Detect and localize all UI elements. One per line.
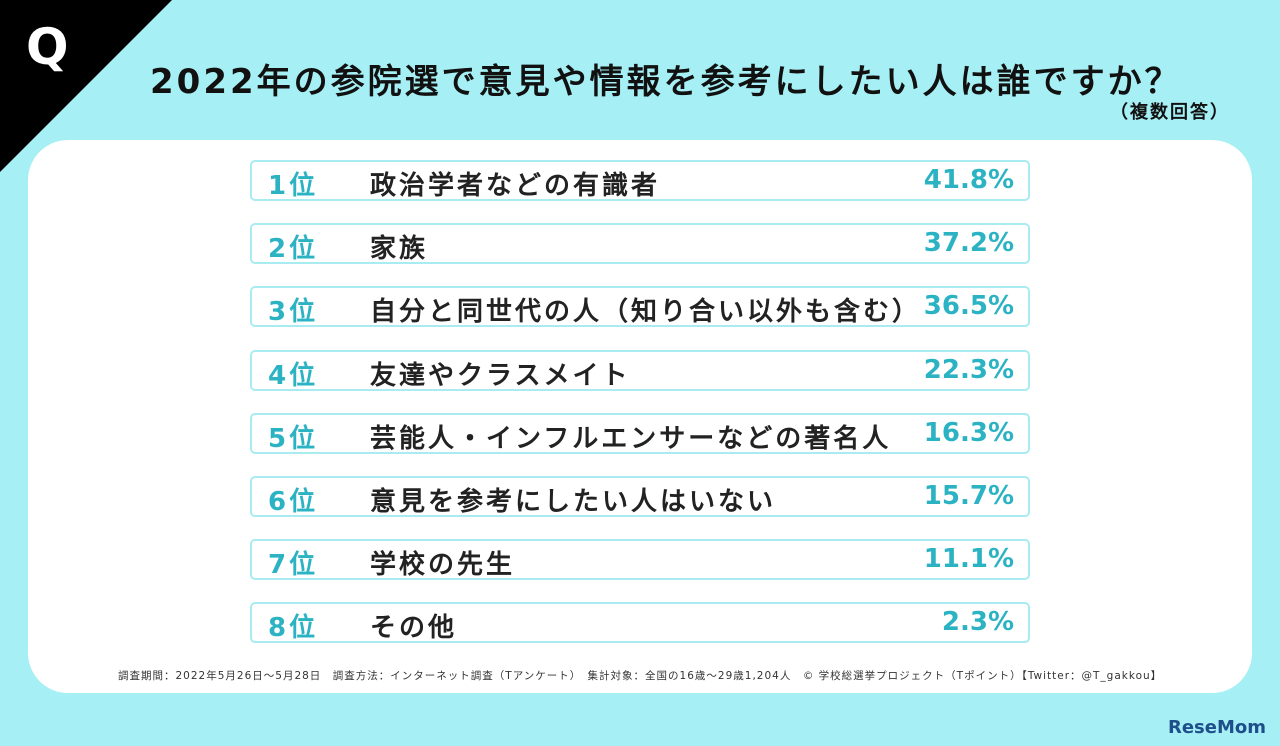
rank-label: 8位 [268, 613, 319, 644]
answer-label: 意見を参考にしたい人はいない [370, 486, 777, 517]
ranking-row-1: 1位 政治学者などの有識者 41.8% [250, 160, 1030, 201]
ranking-list: 1位 政治学者などの有識者 41.8% 2位 家族 37.2% 3位 自分と同世… [250, 160, 1030, 666]
answer-label: 友達やクラスメイト [370, 360, 631, 391]
ranking-row-4: 4位 友達やクラスメイト 22.3% [250, 349, 1030, 391]
ranking-row-6: 6位 意見を参考にしたい人はいない 15.7% [250, 475, 1030, 517]
rank-label: 7位 [268, 550, 319, 581]
page-title: 2022年の参院選で意見や情報を参考にしたい人は誰ですか？ [150, 62, 1182, 102]
percent-value: 15.7% [923, 480, 1014, 511]
rank-label: 4位 [268, 360, 319, 391]
rank-label: 1位 [268, 171, 319, 201]
answer-label: その他 [370, 613, 458, 644]
percent-value: 16.3% [923, 417, 1014, 448]
rank-label: 5位 [268, 423, 319, 454]
rank-label: 3位 [268, 297, 319, 328]
percent-value: 37.2% [923, 228, 1014, 259]
percent-value: 11.1% [923, 544, 1014, 575]
rank-label: 2位 [268, 234, 319, 265]
answer-label: 学校の先生 [370, 550, 516, 581]
answer-label: 家族 [370, 234, 429, 265]
q-mark: Q [26, 18, 69, 76]
ranking-row-7: 7位 学校の先生 11.1% [250, 539, 1030, 581]
percent-value: 22.3% [923, 354, 1014, 385]
page-subtitle: （複数回答） [1110, 102, 1230, 123]
ranking-row-5: 5位 芸能人・インフルエンサーなどの著名人 16.3% [250, 412, 1030, 454]
percent-value: 2.3% [941, 607, 1014, 638]
answer-label: 政治学者などの有識者 [370, 171, 661, 201]
resemom-logo: ReseMom [1167, 717, 1266, 738]
rank-label: 6位 [268, 486, 319, 517]
survey-footnote: 調査期間：2022年5月26日〜5月28日 調査方法：インターネット調査（Tアン… [118, 670, 1163, 682]
ranking-row-8: 8位 その他 2.3% [250, 602, 1030, 644]
answer-label: 芸能人・インフルエンサーなどの著名人 [370, 423, 892, 454]
ranking-row-3: 3位 自分と同世代の人（知り合い以外も含む） 36.5% [250, 286, 1030, 328]
percent-value: 36.5% [923, 291, 1014, 322]
answer-label: 自分と同世代の人（知り合い以外も含む） [370, 297, 922, 328]
ranking-row-2: 2位 家族 37.2% [250, 223, 1030, 265]
percent-value: 41.8% [923, 165, 1014, 195]
